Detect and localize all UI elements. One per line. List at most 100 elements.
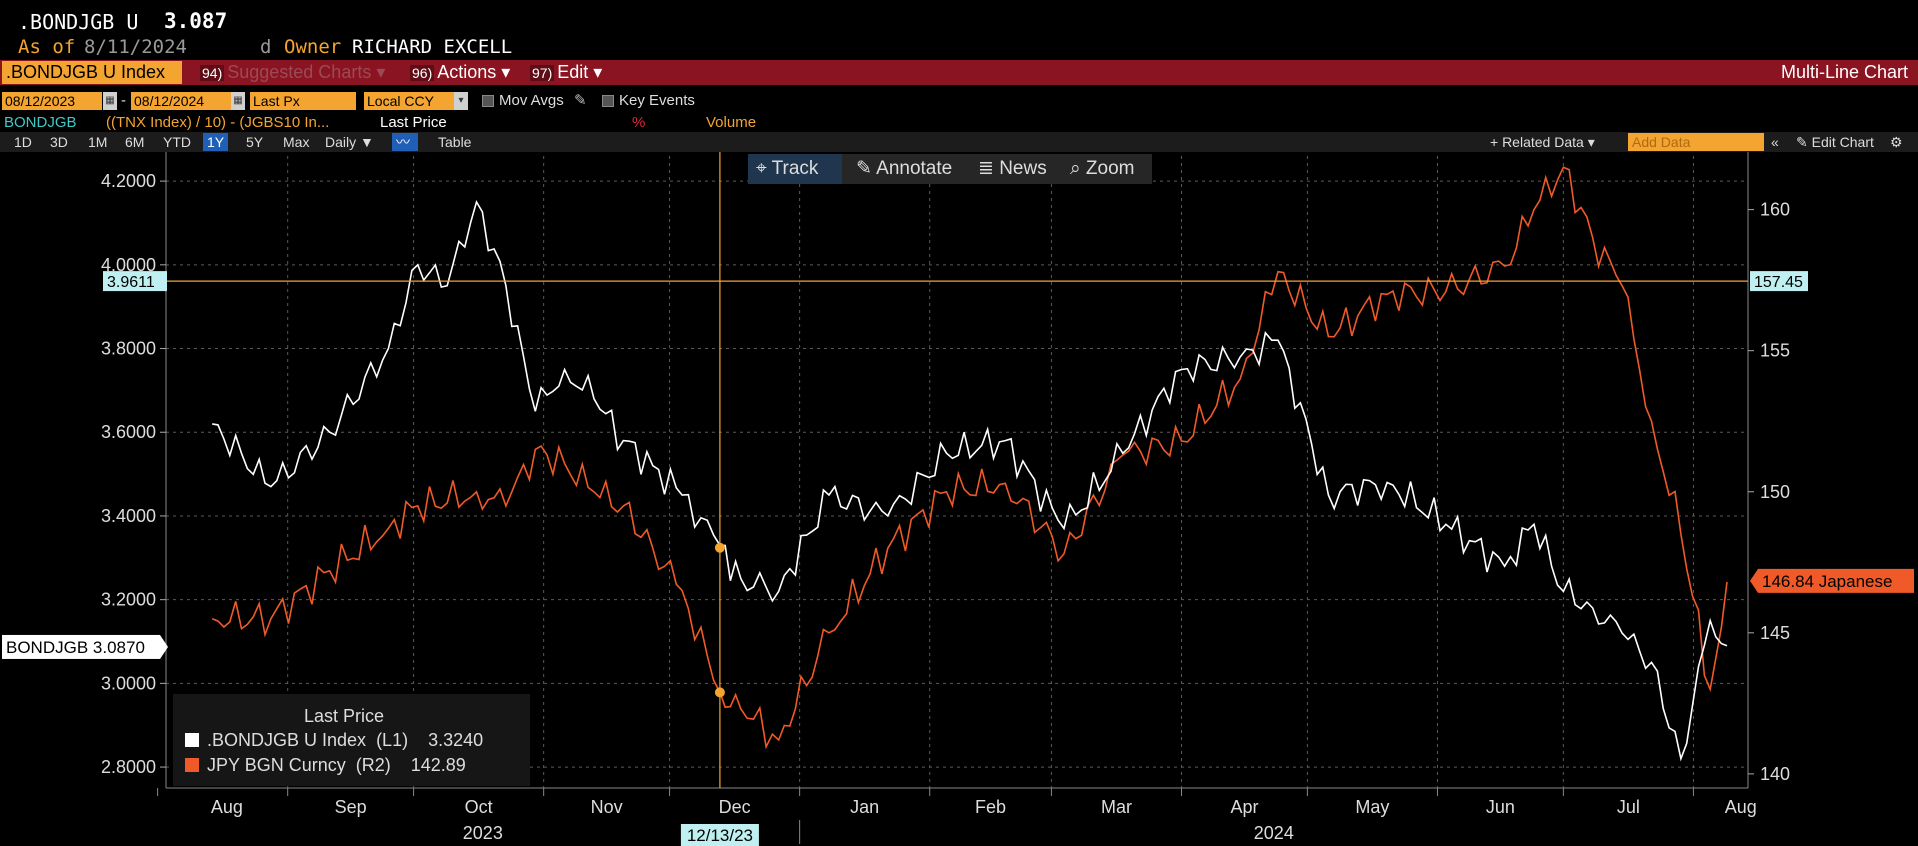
left-tick-label: 3.2000 [101,590,156,610]
owner-name: RICHARD EXCELL [352,36,513,58]
crosshair-date-value: 12/13/23 [687,826,753,845]
percent-label: % [632,114,646,131]
left-tick-label: 4.0000 [101,255,156,275]
calendar-icon[interactable]: ▦ [103,92,117,110]
chart-type-title: Multi-Line Chart [1780,62,1908,82]
series-line-bondjgb [212,200,1728,762]
left-tick-label: 2.8000 [101,757,156,777]
chevron-down-icon[interactable]: ▾ [454,92,468,110]
last-price-label: Last Price [380,114,447,131]
currency-select[interactable]: Local CCY [364,92,454,110]
x-tick-label: Dec [719,797,751,817]
caret-down-icon: ▼ [360,134,374,150]
tag-pointer [160,634,168,659]
legend-value: 142.89 [410,755,466,775]
frequency-label: Daily [325,134,357,150]
security-field[interactable]: .BONDJGB U Index [2,61,182,84]
chevron-down-icon: ▾ [593,62,603,82]
track-tool[interactable]: ⌖ Track [756,154,818,184]
legend-title: Last Price [304,706,385,726]
related-data-menu[interactable]: + Related Data ▾ [1486,133,1599,151]
period-5y[interactable]: 5Y [246,134,264,150]
crosshair-point-white [714,542,725,553]
legend-series-name: JPY BGN Curncy [207,755,346,775]
news-tool[interactable]: ≣ News [978,154,1047,184]
x-tick-label: Apr [1230,797,1258,817]
line-chart-icon[interactable]: 〰 [392,133,418,151]
period-bar [0,132,1918,152]
period-6m[interactable]: 6M [125,134,145,150]
last-value-tag-left [2,634,160,659]
zoom-tool[interactable]: ⌕ Zoom [1070,154,1135,184]
right-tick-label: 155 [1760,341,1790,361]
magnifier-icon: ⌕ [1070,158,1081,179]
x-tick-label: Oct [465,797,493,817]
key-events-label: Key Events [619,92,695,109]
crosshair-left-value: 3.9611 [107,274,155,291]
period-1m[interactable]: 1M [88,134,108,150]
left-tick-label: 4.2000 [101,171,156,191]
right-tick-label: 160 [1760,200,1790,220]
crosshair-right-value: 157.45 [1754,274,1803,291]
price-field-select[interactable]: Last Px [250,92,356,110]
edit-chart-label: Edit Chart [1811,134,1874,150]
x-tick-label: Feb [975,797,1006,817]
calendar-icon[interactable]: ▦ [231,92,245,110]
actions-num: 96) [410,65,435,81]
right-tick-label: 145 [1760,623,1790,643]
d-label: d [260,36,272,58]
edit-chart-button[interactable]: ✎ Edit Chart [1792,133,1878,151]
last-value-left: BONDJGB 3.0870 [6,638,145,657]
as-of-label: As of [18,36,76,58]
owner-label: Owner [284,36,342,58]
series-security: BONDJGB [4,114,77,131]
edit-menu[interactable]: 97) Edit ▾ [530,61,602,84]
mov-avgs-label: Mov Avgs [499,92,564,109]
related-data-label: + Related Data [1490,134,1584,150]
right-tick-label: 140 [1760,764,1790,784]
period-1d[interactable]: 1D [14,134,32,150]
frequency-select[interactable]: Daily ▼ [321,133,378,151]
legend-swatch [185,758,199,772]
period-1y[interactable]: 1Y [203,133,229,151]
security-ticker: .BONDJGB U [18,10,139,34]
actions-menu[interactable]: 96) Actions ▾ [410,61,510,84]
add-data-input[interactable]: Add Data [1628,133,1764,151]
left-tick-label: 3.0000 [101,673,156,693]
suggested-charts-menu[interactable]: 94) Suggested Charts ▾ [200,61,385,84]
legend-axis: (R2) [355,755,391,775]
x-tick-label: Aug [211,797,243,817]
end-date-field[interactable]: 08/12/2024 [131,92,231,110]
x-tick-label: Jun [1486,797,1515,817]
legend-swatch [185,733,199,747]
key-events-checkbox[interactable] [602,95,614,107]
x-tick-label: Aug [1725,797,1757,817]
chart-series [211,166,1728,762]
pencil-icon: ✎ [856,158,872,179]
collapse-icon[interactable]: « [1771,134,1779,150]
x-tick-label: Sep [335,797,367,817]
gear-icon[interactable]: ⚙ [1890,134,1903,150]
period-max[interactable]: Max [283,134,310,150]
legend-item: .BONDJGB U Index (L1) 3.3240 [185,730,483,751]
x-tick-label: May [1355,797,1389,817]
period-ytd[interactable]: YTD [163,134,191,150]
as-of-date: 8/11/2024 [84,36,187,58]
left-tick-label: 3.6000 [101,422,156,442]
series-line-jpy [211,166,1728,750]
series-expression[interactable]: ((TNX Index) / 10) - (JGBS10 In... [106,114,330,131]
mov-avgs-checkbox[interactable] [482,95,494,107]
period-3d[interactable]: 3D [50,134,68,150]
start-date-field[interactable]: 08/12/2023 [2,92,102,110]
pencil-icon[interactable]: ✎ [574,92,587,109]
legend-box [173,694,530,786]
legend-axis: (L1) [376,730,409,750]
right-tick-label: 150 [1760,482,1790,502]
chevron-down-icon: ▾ [501,62,511,82]
annotate-tool[interactable]: ✎ Annotate [856,154,952,184]
news-icon: ≣ [978,158,994,179]
table-button[interactable]: Table [438,134,472,150]
legend-series-name: .BONDJGB U Index [207,730,367,750]
legend-value: 3.3240 [428,730,484,750]
